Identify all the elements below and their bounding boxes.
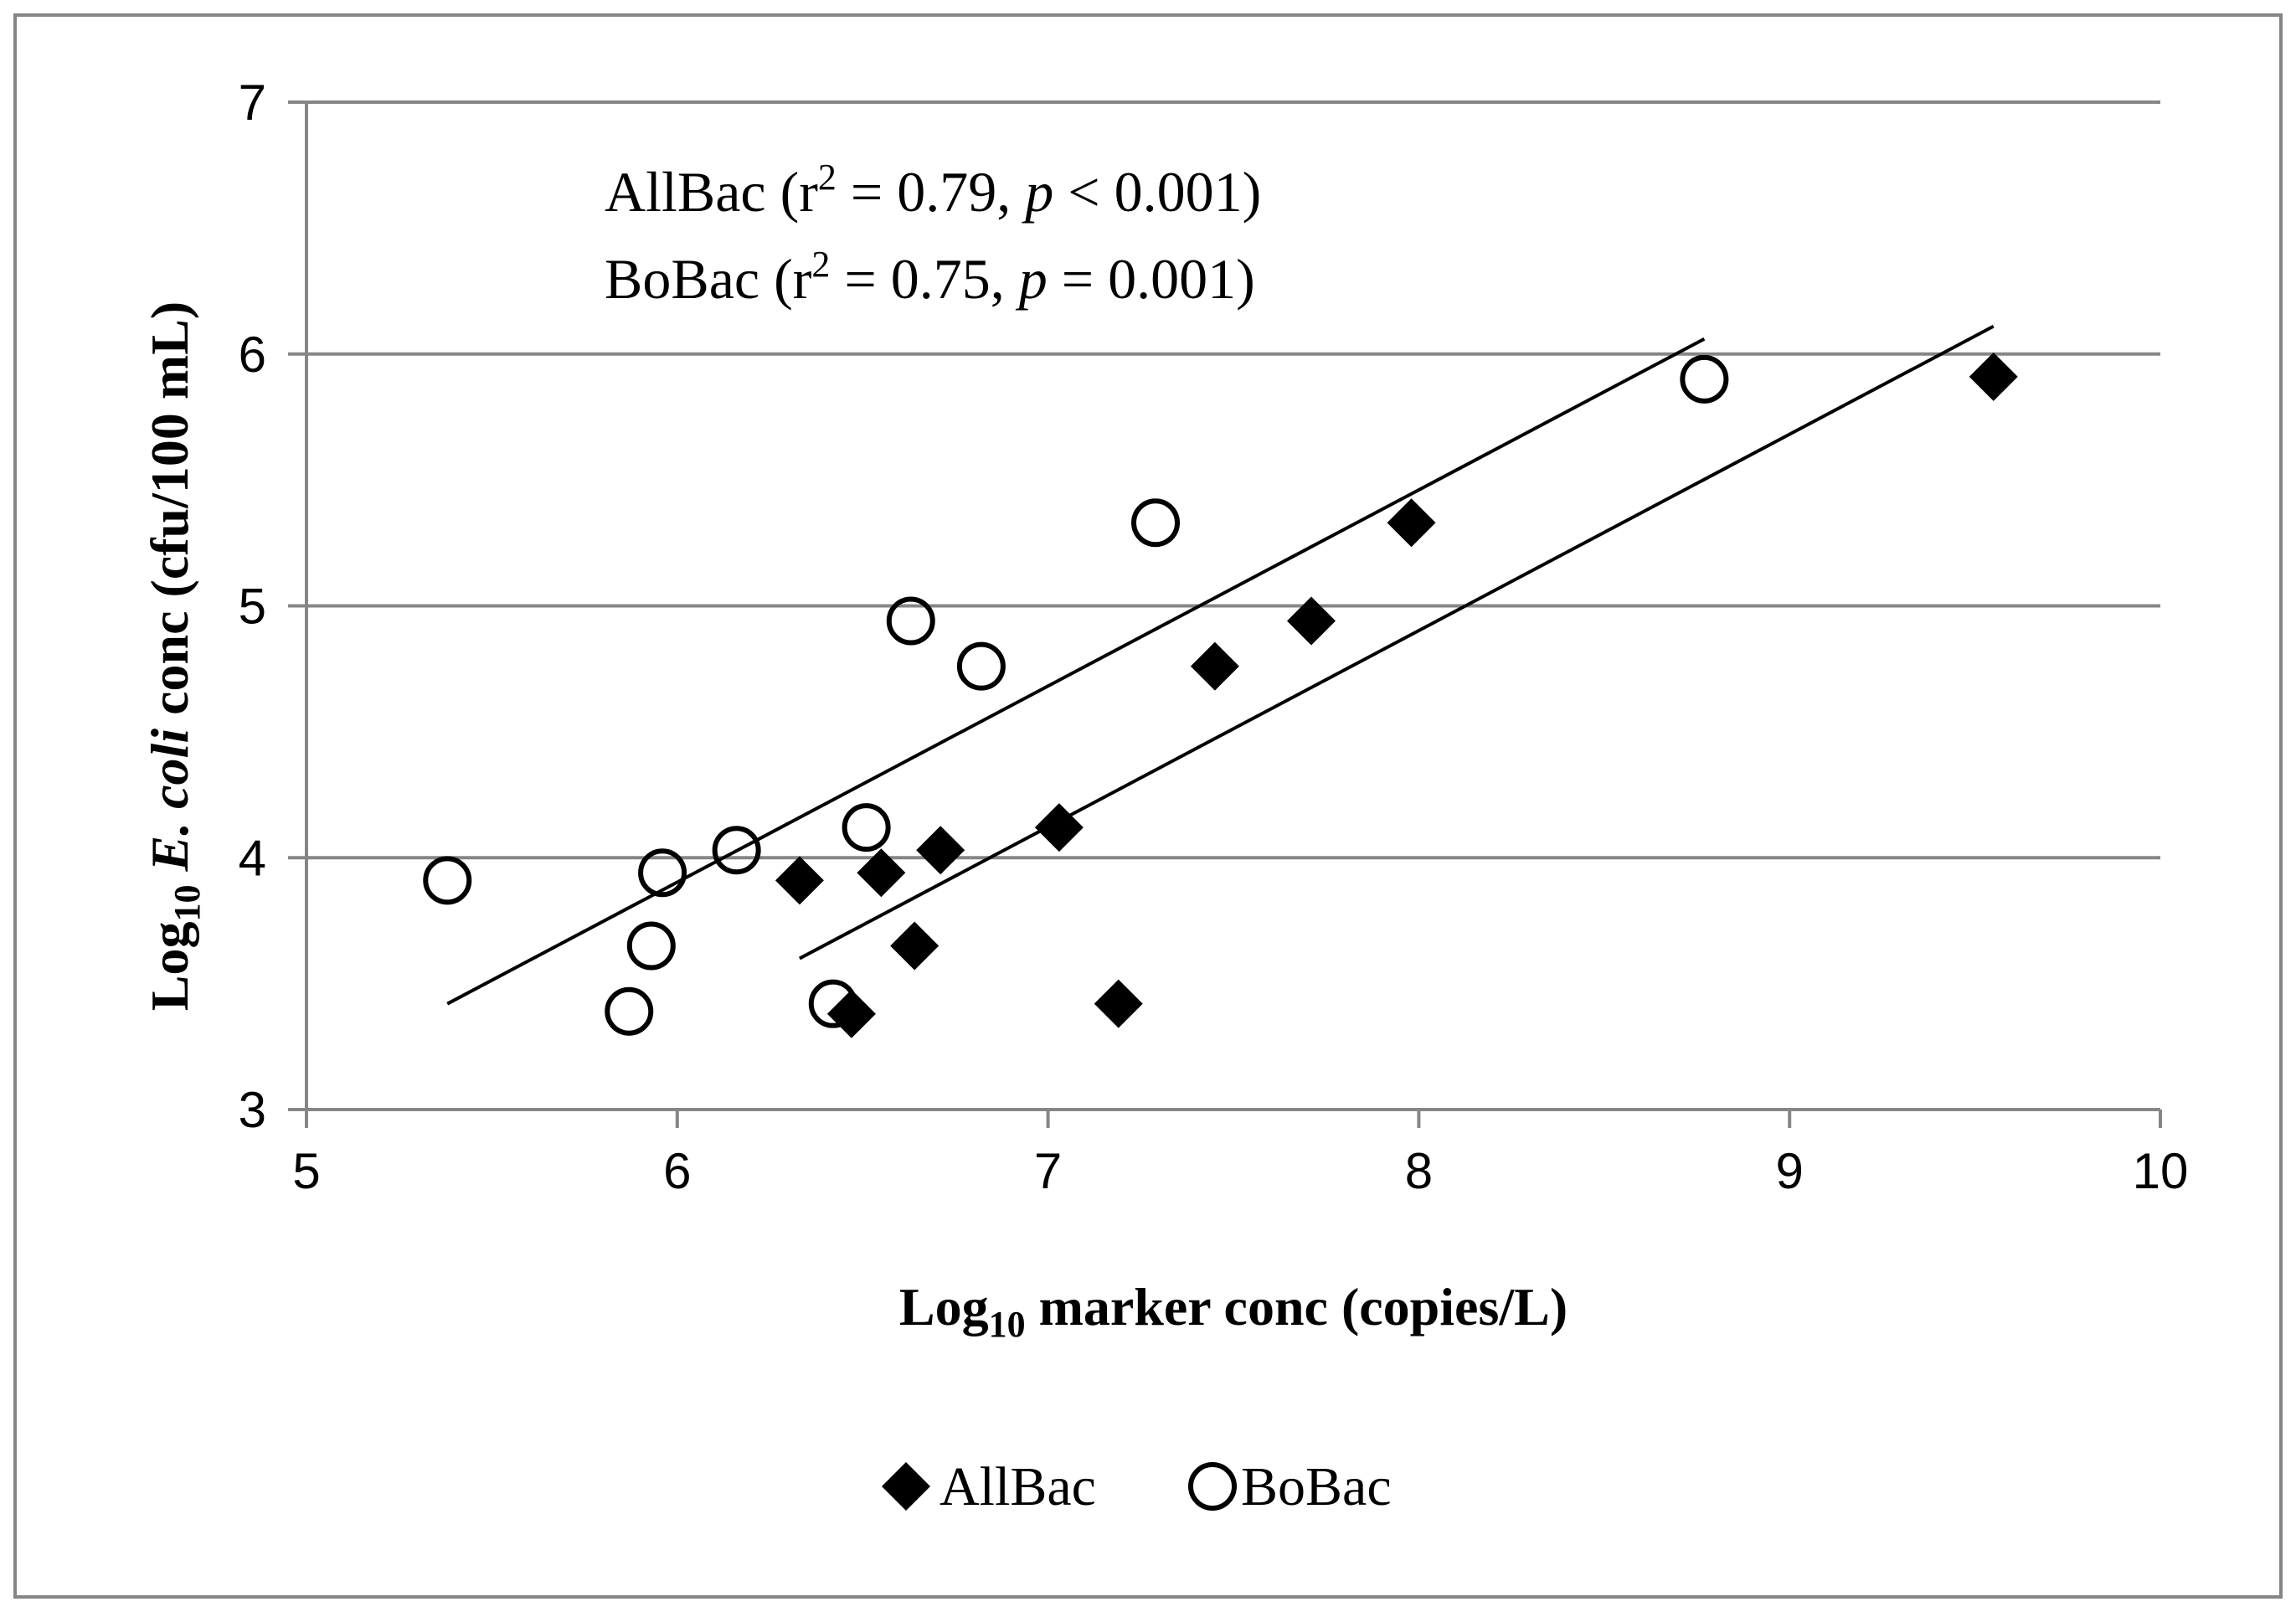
annotation-superscript: 2 <box>818 157 837 198</box>
marker-bobac <box>638 848 687 898</box>
axes: 3 4 5 6 7 5 6 7 8 9 10 <box>239 75 2189 1199</box>
x-tick-label: 6 <box>663 1143 691 1199</box>
marker-allbac <box>1190 641 1239 691</box>
annotation-part: = 0.001) <box>1048 247 1255 311</box>
y-axis-title-part: Log <box>140 922 199 1012</box>
x-axis-title-part: marker conc (copies/L) <box>1026 1277 1568 1336</box>
marker-allbac <box>1094 979 1143 1028</box>
y-tick-label: 4 <box>239 830 266 886</box>
marker-bobac <box>626 921 676 971</box>
marker-bobac <box>842 803 891 852</box>
x-axis-title-subscript: 10 <box>989 1304 1026 1345</box>
annotation-italic: p <box>1016 247 1048 311</box>
x-tick-label: 7 <box>1034 1143 1062 1199</box>
marker-bobac <box>712 826 761 875</box>
legend-label-bobac: BoBac <box>1241 1456 1392 1517</box>
gridlines <box>306 100 2160 860</box>
marker-allbac <box>916 826 965 875</box>
x-axis-title-part: Log <box>899 1277 989 1336</box>
marker-allbac <box>1387 498 1436 548</box>
marker-bobac <box>1131 498 1181 548</box>
y-tick-label: 3 <box>239 1082 266 1138</box>
marker-allbac <box>1034 803 1084 852</box>
annotation-italic: p <box>1022 160 1053 224</box>
chart-border <box>13 13 2283 1599</box>
legend: AllBac BoBac <box>882 1456 1392 1517</box>
y-axis-title-part: conc (cfu/100 mL) <box>140 301 199 729</box>
marker-allbac <box>890 921 940 971</box>
x-tick-label: 8 <box>1405 1143 1433 1199</box>
annotation-superscript: 2 <box>811 244 830 285</box>
annotation-part: = 0.75, <box>830 247 1018 311</box>
annotation-part: < 0.001) <box>1053 160 1261 224</box>
annotation-part: = 0.79, <box>837 160 1025 224</box>
annotation-part: AllBac (r <box>605 160 818 224</box>
y-tick-label: 6 <box>239 327 266 383</box>
marker-bobac <box>956 641 1006 691</box>
legend-marker-allbac <box>882 1462 930 1511</box>
marker-allbac <box>857 848 906 898</box>
stats-annotation: BoBac (r2 = 0.75, p = 0.001) <box>605 244 1255 311</box>
y-tick-label: 7 <box>239 75 266 131</box>
x-tick-label: 5 <box>292 1143 320 1199</box>
x-axis-title: Log10 marker conc (copies/L) <box>899 1277 1568 1345</box>
legend-label-allbac: AllBac <box>940 1456 1096 1517</box>
marker-bobac <box>808 979 857 1028</box>
marker-allbac <box>1286 596 1336 646</box>
marker-allbac <box>1969 352 2018 401</box>
legend-marker-bobac <box>1188 1462 1237 1511</box>
data-markers <box>423 352 2018 1038</box>
chart-text: Log10 marker conc (copies/L)Log10 E. col… <box>140 157 1568 1345</box>
annotation-part: BoBac (r <box>605 247 812 311</box>
y-axis-title-italic: E. coli <box>140 729 199 885</box>
y-axis-title: Log10 E. coli conc (cfu/100 mL) <box>140 301 208 1011</box>
marker-bobac <box>423 856 472 905</box>
x-tick-label: 10 <box>2133 1143 2189 1199</box>
marker-bobac <box>886 596 935 646</box>
x-tick-label: 9 <box>1776 1143 1804 1199</box>
trendline-allbac <box>798 324 1995 961</box>
y-axis-title-subscript: 10 <box>167 885 208 922</box>
marker-bobac <box>1680 354 1729 404</box>
marker-bobac <box>605 986 654 1036</box>
y-tick-label: 5 <box>239 579 266 635</box>
marker-allbac <box>775 856 824 905</box>
stats-annotation: AllBac (r2 = 0.79, p < 0.001) <box>605 157 1261 224</box>
